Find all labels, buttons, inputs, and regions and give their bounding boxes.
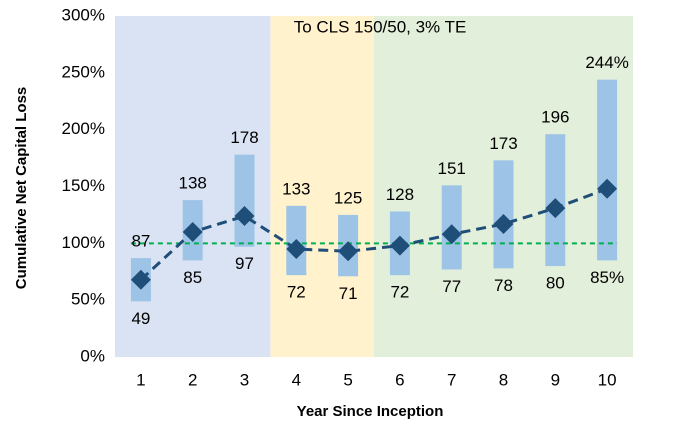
x-tick-label: 9 [551,370,560,389]
median-marker [545,198,566,219]
regions [115,16,633,357]
x-tick-label: 2 [188,370,197,389]
high-label: 244% [585,53,628,72]
low-label: 85% [590,268,624,287]
range-bar [234,154,255,247]
low-label: 80 [546,274,565,293]
y-tick-label: 250% [62,62,105,81]
shaded-region [270,16,374,357]
y-tick-label: 50% [71,290,105,309]
high-label: 196 [541,108,569,127]
high-label: 178 [230,128,258,147]
y-tick-label: 200% [62,119,105,138]
y-axis-title: Cumulative Net Capital Loss [13,87,30,290]
median-marker [493,214,514,235]
x-tick-label: 10 [598,370,617,389]
low-label: 71 [339,284,358,303]
high-label: 173 [489,134,517,153]
median-marker [182,221,203,242]
y-tick-label: 300% [62,5,105,24]
high-label: 128 [386,185,414,204]
annotation: To CLS 150/50, 3% TE [294,17,467,36]
low-label: 49 [131,309,150,328]
range-bar [597,79,618,261]
high-label: 138 [179,174,207,193]
y-tick-label: 0% [80,346,105,365]
low-label: 97 [235,254,254,273]
y-tick-label: 150% [62,176,105,195]
y-tick-label: 100% [62,233,105,252]
median-marker [441,224,462,245]
high-label: 87 [131,232,150,251]
plot: 87 49 138 85 178 97 133 72 125 71 128 72 151 77 173 78 1… [130,53,629,328]
median-marker [597,178,618,199]
high-label: 151 [438,159,466,178]
low-label: 72 [287,283,306,302]
x-tick-label: 5 [343,370,352,389]
x-tick-label: 4 [292,370,301,389]
x-tick-label: 7 [447,370,456,389]
low-label: 78 [494,276,513,295]
x-tick-label: 1 [136,370,145,389]
median-line [139,187,608,281]
median-marker [286,239,307,260]
high-label: 133 [282,179,310,198]
x-tick-label: 3 [240,370,249,389]
median-marker [130,269,151,290]
median-marker [389,235,410,256]
high-label: 125 [334,188,362,207]
low-label: 85 [183,268,202,287]
x-axis-title: Year Since Inception [297,403,444,420]
x-tick-label: 6 [395,370,404,389]
low-label: 72 [390,283,409,302]
median-marker [234,206,255,227]
median-marker [338,241,359,262]
low-label: 77 [442,277,461,296]
x-tick-label: 8 [499,370,508,389]
